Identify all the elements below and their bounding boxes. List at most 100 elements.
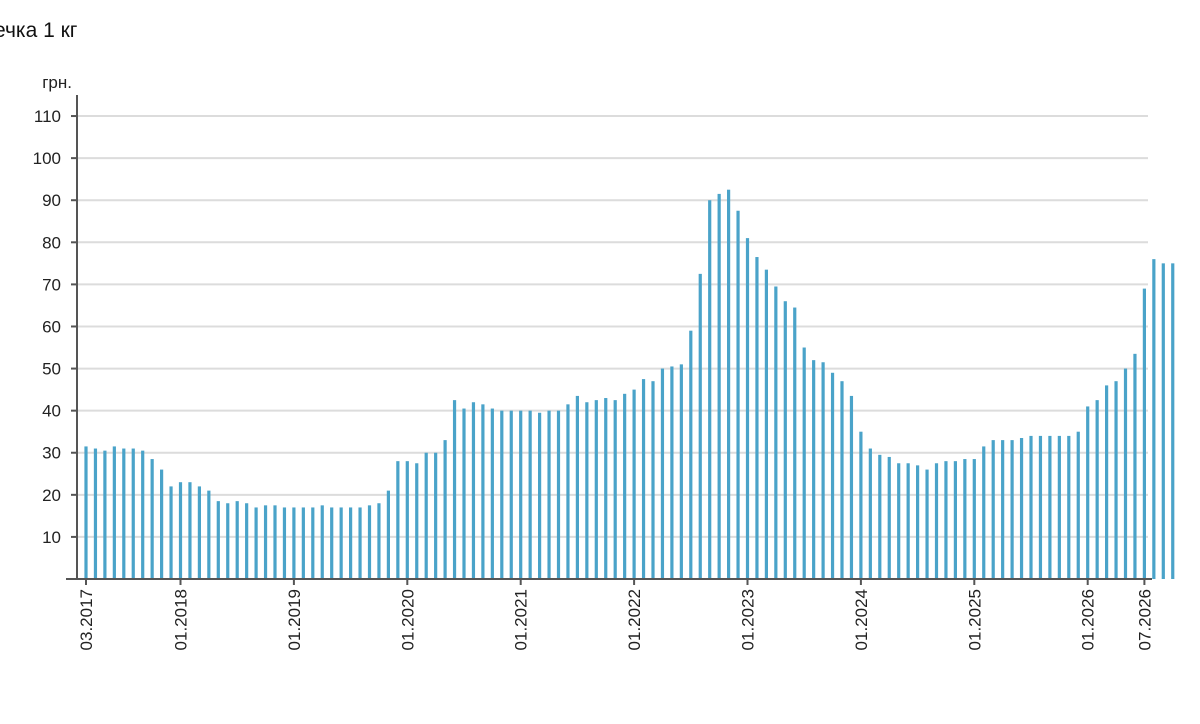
bar [452,400,457,579]
bar [443,440,447,579]
bar [1086,406,1090,579]
bar [717,193,721,579]
bar [424,452,428,579]
bar [471,402,476,579]
bar [367,505,372,579]
y-axis-unit-label: грн. [42,73,72,92]
y-tick-label: 50 [42,360,61,379]
bar [339,507,343,579]
bar [538,412,542,579]
bar [245,503,249,579]
bar [670,366,674,579]
bar [963,459,967,579]
bar [991,440,995,579]
axes [66,95,1152,585]
bar [528,410,532,579]
bar [745,238,750,580]
bar [868,448,872,579]
bar [708,200,712,579]
bar [311,507,315,579]
bar [604,398,608,579]
bar [916,465,920,579]
bar [93,448,98,579]
bar [207,490,211,579]
bar [160,469,164,579]
x-tick-label: 01.2024 [852,589,871,650]
y-tick-label: 60 [42,317,61,336]
bar [122,448,126,579]
bar [349,507,353,579]
x-tick-label: 01.2026 [1079,589,1098,650]
bar [481,404,485,579]
x-tick-labels: 03.2017 01.2018 01.2019 01.2020 01.2021 01.20… [77,589,1154,650]
bar [1029,435,1033,579]
chart-title: ечка 1 кг [0,19,78,42]
bar [500,410,504,579]
bar [934,463,939,579]
bar [1133,353,1137,579]
bar [330,507,334,579]
bar [169,486,173,579]
bar [1123,368,1128,579]
x-tick-label: 01.2019 [285,589,304,650]
y-tick-label: 30 [42,444,61,463]
bar [698,273,702,579]
bar [358,507,362,579]
y-tick-label: 100 [33,149,61,168]
bar [840,381,844,579]
bar [235,501,239,579]
bar [178,482,183,579]
bar [1114,381,1118,579]
bar [575,395,579,579]
y-tick-label: 20 [42,486,61,505]
bar [727,189,731,579]
bar [1001,440,1005,579]
bar [320,505,324,579]
bar [925,469,929,579]
bar [660,368,665,579]
bar [1161,263,1165,579]
bar [1019,438,1024,579]
bar [755,257,759,579]
gridlines [78,115,1148,538]
bar [887,456,891,579]
bar [141,450,145,579]
bar [1076,431,1080,579]
bar [679,364,683,579]
bar [783,301,787,579]
bar [377,503,381,579]
bar [632,389,636,579]
bar [764,269,768,579]
bar [641,379,646,579]
x-tick-label: 01.2021 [512,589,531,650]
bar [1152,259,1156,579]
bar [585,402,589,579]
y-tick-label: 70 [42,275,61,294]
bar [84,446,88,579]
bar [821,362,825,579]
bar [830,372,835,579]
bar [802,347,806,579]
y-tick-label: 110 [34,107,61,126]
x-tick-label: 03.2017 [77,589,96,650]
bar [131,448,135,579]
x-tick-label: 01.2018 [172,589,191,650]
x-tick-label: 01.2025 [965,589,984,650]
bar [490,408,494,579]
bar [774,286,778,579]
bar [226,503,230,579]
x-tick-label: 07.2026 [1135,589,1154,650]
bar [197,486,201,579]
bar [1067,435,1071,579]
y-tick-labels: 10 20 30 40 50 60 70 80 90 100 110 [33,107,61,547]
bar [519,410,523,579]
bar [736,210,740,579]
bar [405,461,409,579]
bar [812,360,816,579]
bar [953,461,957,579]
bar [793,307,797,579]
bar [651,381,655,579]
bar [1038,435,1043,579]
bar [112,446,116,579]
